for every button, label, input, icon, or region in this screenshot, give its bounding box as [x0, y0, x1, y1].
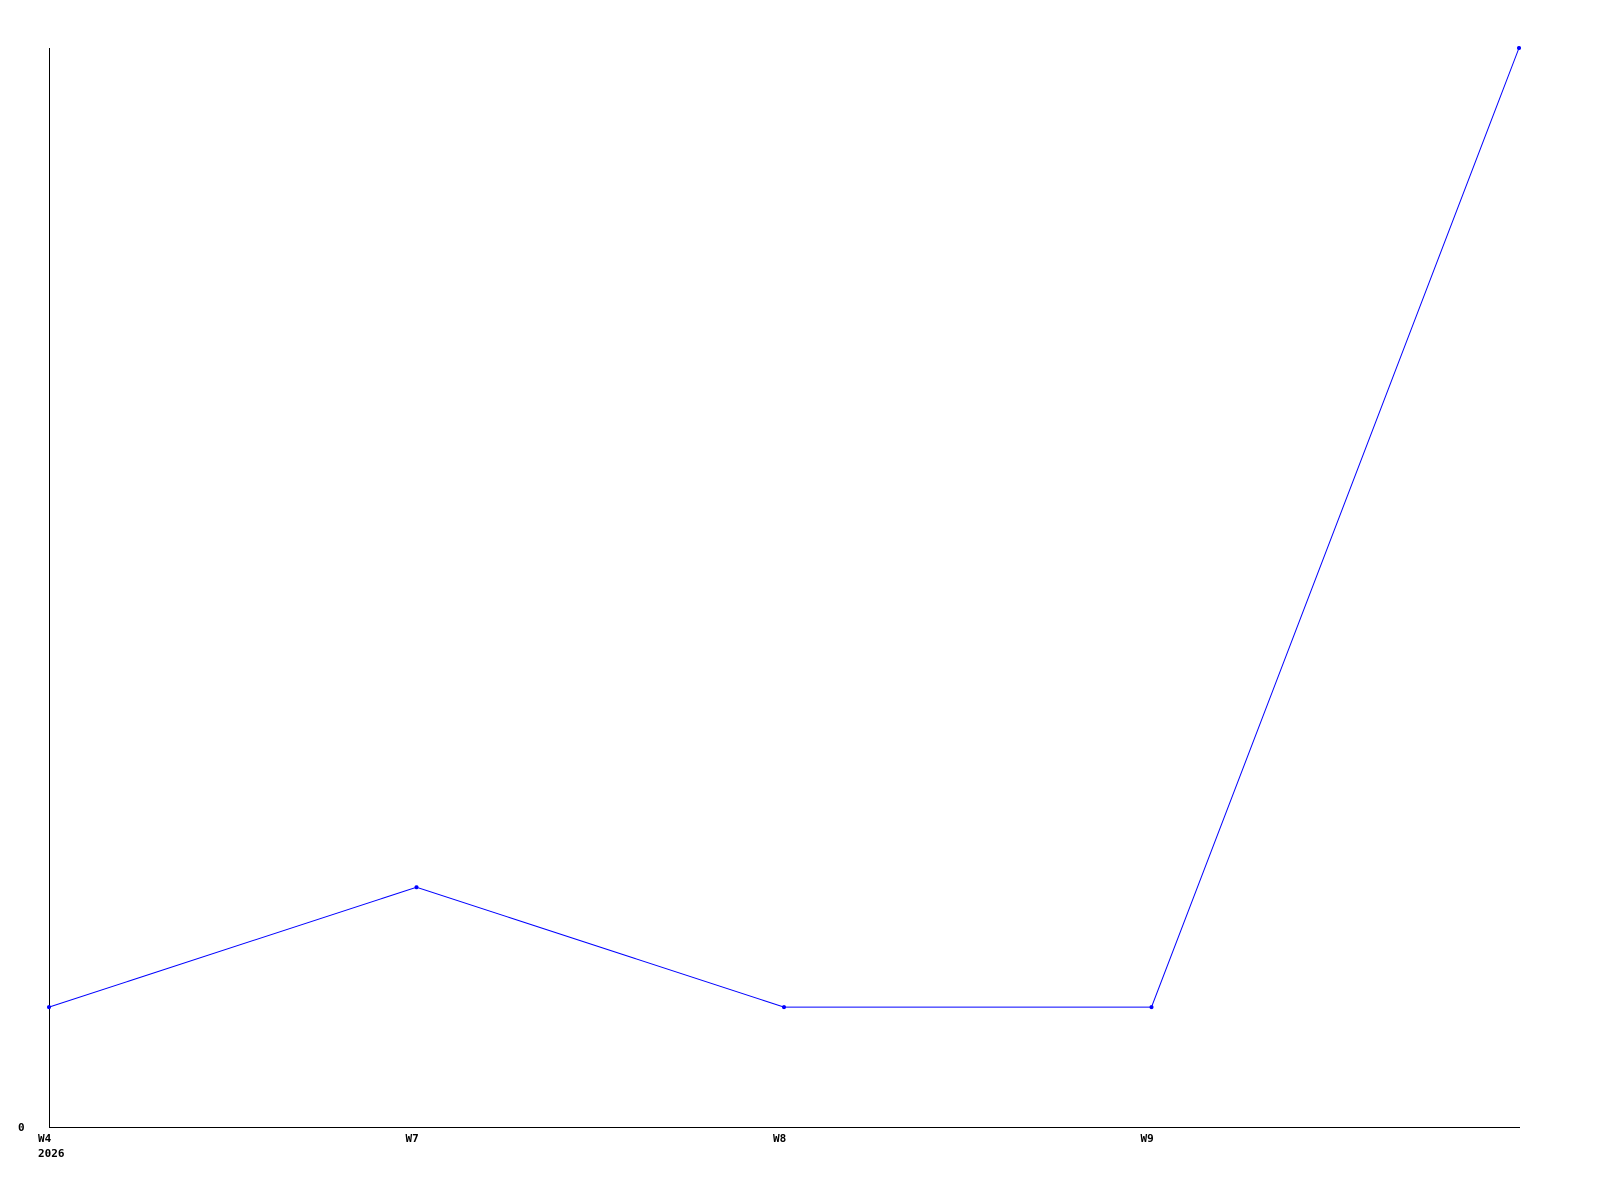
- data-point-1: [414, 885, 419, 890]
- data-point-0: [47, 1005, 51, 1010]
- x-tick-label-W4: W4: [38, 1132, 52, 1145]
- data-point-4: [1517, 46, 1521, 50]
- data-point-2: [782, 1005, 786, 1010]
- series-line: [48, 47, 1520, 1008]
- x-year-label: 2026: [38, 1147, 65, 1160]
- x-tick-label-W8: W8: [773, 1132, 786, 1145]
- x-tick-label-W7: W7: [406, 1132, 419, 1145]
- data-point-3: [1149, 1005, 1154, 1010]
- x-tick-label-W9: W9: [1141, 1132, 1154, 1145]
- y-tick-label-0: 0: [18, 1121, 25, 1134]
